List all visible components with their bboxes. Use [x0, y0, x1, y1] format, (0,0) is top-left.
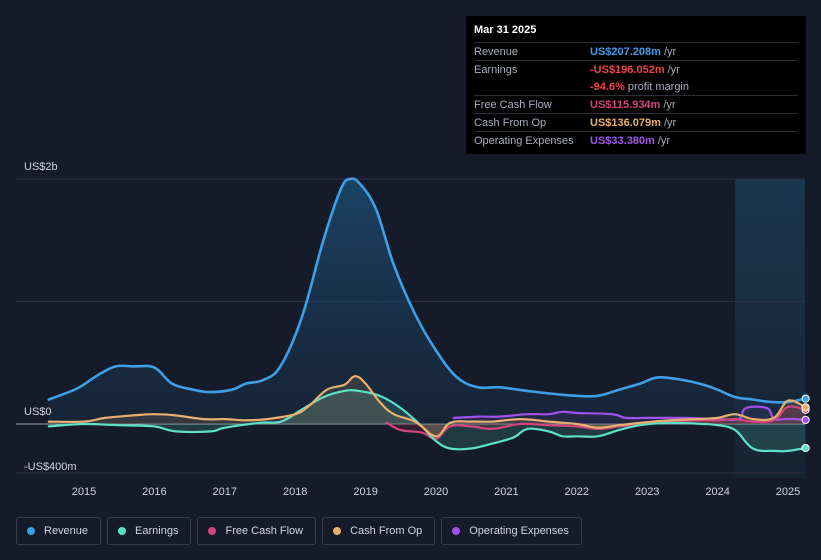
legend-label: Cash From Op: [350, 525, 423, 537]
tooltip-date: Mar 31 2025: [474, 24, 537, 36]
legend-dot-icon: [118, 527, 127, 535]
legend-dot-icon: [333, 527, 342, 535]
legend-item-operating-expenses[interactable]: Operating Expenses: [441, 517, 582, 545]
tooltip-row-cash-from-op: Cash From Op US$136.079m /yr: [474, 113, 798, 131]
tooltip-unit: /yr: [663, 98, 676, 111]
tooltip-value: US$207.208m: [590, 45, 661, 58]
legend-dot-icon: [452, 527, 461, 535]
cash-from-op-line: [47, 375, 807, 438]
tooltip-unit: /yr: [667, 63, 680, 76]
chart-legend: Revenue Earnings Free Cash Flow Cash Fro…: [16, 517, 582, 545]
tooltip-row-earnings: Earnings -US$196.052m /yr: [474, 60, 798, 78]
tooltip-row-free-cash-flow: Free Cash Flow US$115.934m /yr: [474, 95, 798, 113]
legend-dot-icon: [208, 527, 217, 535]
x-tick-label: 2023: [635, 486, 659, 498]
x-tick-label: 2019: [353, 486, 377, 498]
tooltip-unit: /yr: [663, 45, 677, 58]
legend-dot-icon: [27, 527, 35, 535]
y-label-zero: US$0: [24, 406, 52, 418]
revenue-area: [48, 178, 806, 424]
tooltip-label: Free Cash Flow: [474, 98, 552, 111]
tooltip-row-revenue: Revenue US$207.208m /yr: [474, 42, 798, 60]
x-tick-label: 2016: [142, 486, 166, 498]
legend-label: Free Cash Flow: [225, 525, 304, 537]
legend-label: Revenue: [44, 525, 89, 537]
legend-item-earnings[interactable]: Earnings: [107, 517, 192, 545]
y-label-bottom: -US$400m: [24, 461, 77, 473]
forecast-band: [735, 179, 805, 478]
x-tick-label: 2018: [283, 486, 307, 498]
x-tick-label: 2025: [776, 486, 800, 498]
cash-from-op-endpoint: [801, 403, 810, 412]
cash-from-op-area: [48, 376, 806, 437]
earnings-endpoint: [801, 443, 810, 453]
x-tick-label: 2022: [565, 486, 589, 498]
revenue-endpoint: [801, 394, 810, 403]
tooltip-label: Cash From Op: [474, 116, 547, 129]
tooltip-label: Earnings: [474, 63, 518, 76]
x-tick-label: 2015: [72, 486, 96, 498]
tooltip-unit: profit margin: [627, 80, 689, 93]
tooltip-row-profit-margin: -94.6% profit margin: [474, 78, 798, 95]
x-tick-label: 2024: [705, 486, 729, 498]
revenue-line: [47, 177, 807, 404]
x-tick-label: 2021: [494, 486, 518, 498]
tooltip-label: Operating Expenses: [474, 134, 574, 147]
tooltip-value: US$33.380m: [590, 134, 655, 147]
y-label-top: US$2b: [24, 161, 58, 173]
tooltip-value: US$115.934m: [590, 98, 661, 111]
tooltip-value: -US$196.052m: [590, 63, 665, 76]
legend-label: Operating Expenses: [469, 525, 569, 537]
data-tooltip: Mar 31 2025 Revenue US$207.208m /yr Earn…: [466, 16, 806, 154]
x-tick-label: 2017: [213, 486, 237, 498]
tooltip-unit: /yr: [663, 116, 677, 129]
x-tick-label: 2020: [424, 486, 448, 498]
operating-expenses-endpoint: [801, 415, 810, 425]
tooltip-value: -94.6%: [590, 80, 625, 93]
free-cash-flow-line: [385, 405, 807, 440]
legend-item-revenue[interactable]: Revenue: [16, 517, 102, 545]
legend-item-cash-from-op[interactable]: Cash From Op: [322, 517, 436, 545]
tooltip-value: US$136.079m: [590, 116, 661, 129]
tooltip-unit: /yr: [657, 134, 671, 147]
tooltip-row-operating-expenses: Operating Expenses US$33.380m /yr: [474, 131, 798, 149]
earnings-line: [47, 389, 807, 453]
legend-item-free-cash-flow[interactable]: Free Cash Flow: [197, 517, 317, 545]
tooltip-label: Revenue: [474, 45, 519, 58]
legend-label: Earnings: [135, 525, 179, 537]
